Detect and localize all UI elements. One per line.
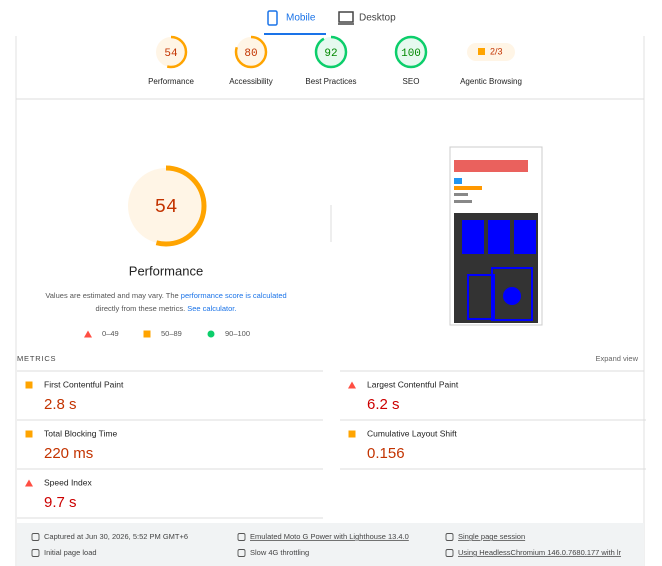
legend-label: 0–49 bbox=[102, 329, 119, 338]
gauge-arc bbox=[154, 35, 188, 69]
legend-icon bbox=[84, 330, 92, 338]
score-label[interactable]: SEO bbox=[403, 77, 420, 86]
metric-value: 2.8 s bbox=[44, 396, 77, 413]
agentic-value: 2/3 bbox=[490, 46, 503, 56]
note-link[interactable]: See calculator. bbox=[187, 304, 236, 313]
metric-value: 0.156 bbox=[367, 445, 405, 462]
footer-icon bbox=[31, 533, 40, 541]
gauge-bg bbox=[128, 168, 204, 244]
footer-icon bbox=[237, 533, 246, 541]
score-label[interactable]: Performance bbox=[148, 77, 194, 86]
note-link[interactable]: performance score is calculated bbox=[181, 291, 287, 300]
score-label[interactable]: Accessibility bbox=[229, 77, 273, 86]
status-icon bbox=[348, 381, 356, 389]
tab-label[interactable]: Mobile bbox=[286, 13, 316, 24]
metric-value: 6.2 s bbox=[367, 396, 400, 413]
gauge-score: 100 bbox=[401, 48, 421, 60]
gauge-bg bbox=[396, 37, 426, 67]
gauge-bg bbox=[236, 37, 266, 67]
metric-name: Speed Index bbox=[44, 477, 92, 487]
legend-icon bbox=[143, 330, 151, 338]
gauge-arc bbox=[394, 35, 428, 69]
score-label[interactable]: Best Practices bbox=[305, 77, 356, 86]
footer-text: Initial page load bbox=[44, 548, 97, 557]
footer-text[interactable]: Using HeadlessChromium 146.0.7680.177 wi… bbox=[458, 548, 622, 557]
agentic-pill bbox=[467, 43, 515, 61]
gauge-arc bbox=[314, 35, 348, 69]
legend-icon bbox=[207, 330, 215, 338]
footer-text[interactable]: Single page session bbox=[458, 532, 525, 541]
note: Values are estimated and may vary. The p… bbox=[45, 291, 286, 300]
metric-name: Total Blocking Time bbox=[44, 428, 117, 438]
gauge-score: 54 bbox=[164, 48, 178, 60]
tab-icon bbox=[267, 10, 278, 26]
note-text: directly from these metrics. bbox=[96, 304, 188, 313]
note: directly from these metrics. See calcula… bbox=[96, 304, 237, 313]
status-icon bbox=[25, 430, 33, 438]
legend-label: 50–89 bbox=[161, 329, 182, 338]
status-icon bbox=[25, 479, 33, 487]
metric-name: Largest Contentful Paint bbox=[367, 379, 459, 389]
agentic-icon bbox=[478, 48, 485, 55]
score-label[interactable]: Agentic Browsing bbox=[460, 77, 522, 86]
footer-box bbox=[17, 523, 644, 566]
legend-label: 90–100 bbox=[225, 329, 250, 338]
gauge-score: 80 bbox=[244, 48, 257, 60]
gauge-score: 54 bbox=[155, 196, 178, 218]
footer-text: Slow 4G throttling bbox=[250, 548, 309, 557]
footer-icon bbox=[31, 549, 40, 557]
metric-name: Cumulative Layout Shift bbox=[367, 428, 457, 438]
gauge-score: 92 bbox=[324, 48, 337, 60]
gauge-bg bbox=[156, 37, 186, 67]
metric-name: First Contentful Paint bbox=[44, 379, 124, 389]
status-icon bbox=[348, 430, 356, 438]
footer-text: Captured at Jun 30, 2026, 5:52 PM GMT+6 bbox=[44, 532, 188, 541]
main-title: Performance bbox=[129, 263, 203, 278]
page-thumbnail bbox=[449, 146, 543, 326]
status-icon bbox=[25, 381, 33, 389]
gauge-bg bbox=[316, 37, 346, 67]
gauge-arc bbox=[234, 35, 268, 69]
footer-icon bbox=[445, 533, 454, 541]
tab-label[interactable]: Desktop bbox=[359, 13, 396, 24]
note-text: Values are estimated and may vary. The bbox=[45, 291, 180, 300]
metrics-heading: METRICS bbox=[17, 354, 56, 363]
footer-text[interactable]: Emulated Moto G Power with Lighthouse 13… bbox=[250, 532, 409, 541]
gauge-arc bbox=[125, 165, 207, 247]
footer-icon bbox=[237, 549, 246, 557]
metric-value: 220 ms bbox=[44, 445, 93, 462]
footer-icon bbox=[445, 549, 454, 557]
metric-value: 9.7 s bbox=[44, 494, 77, 511]
tab-icon bbox=[338, 11, 354, 23]
expand-link[interactable]: Expand view bbox=[595, 354, 638, 363]
